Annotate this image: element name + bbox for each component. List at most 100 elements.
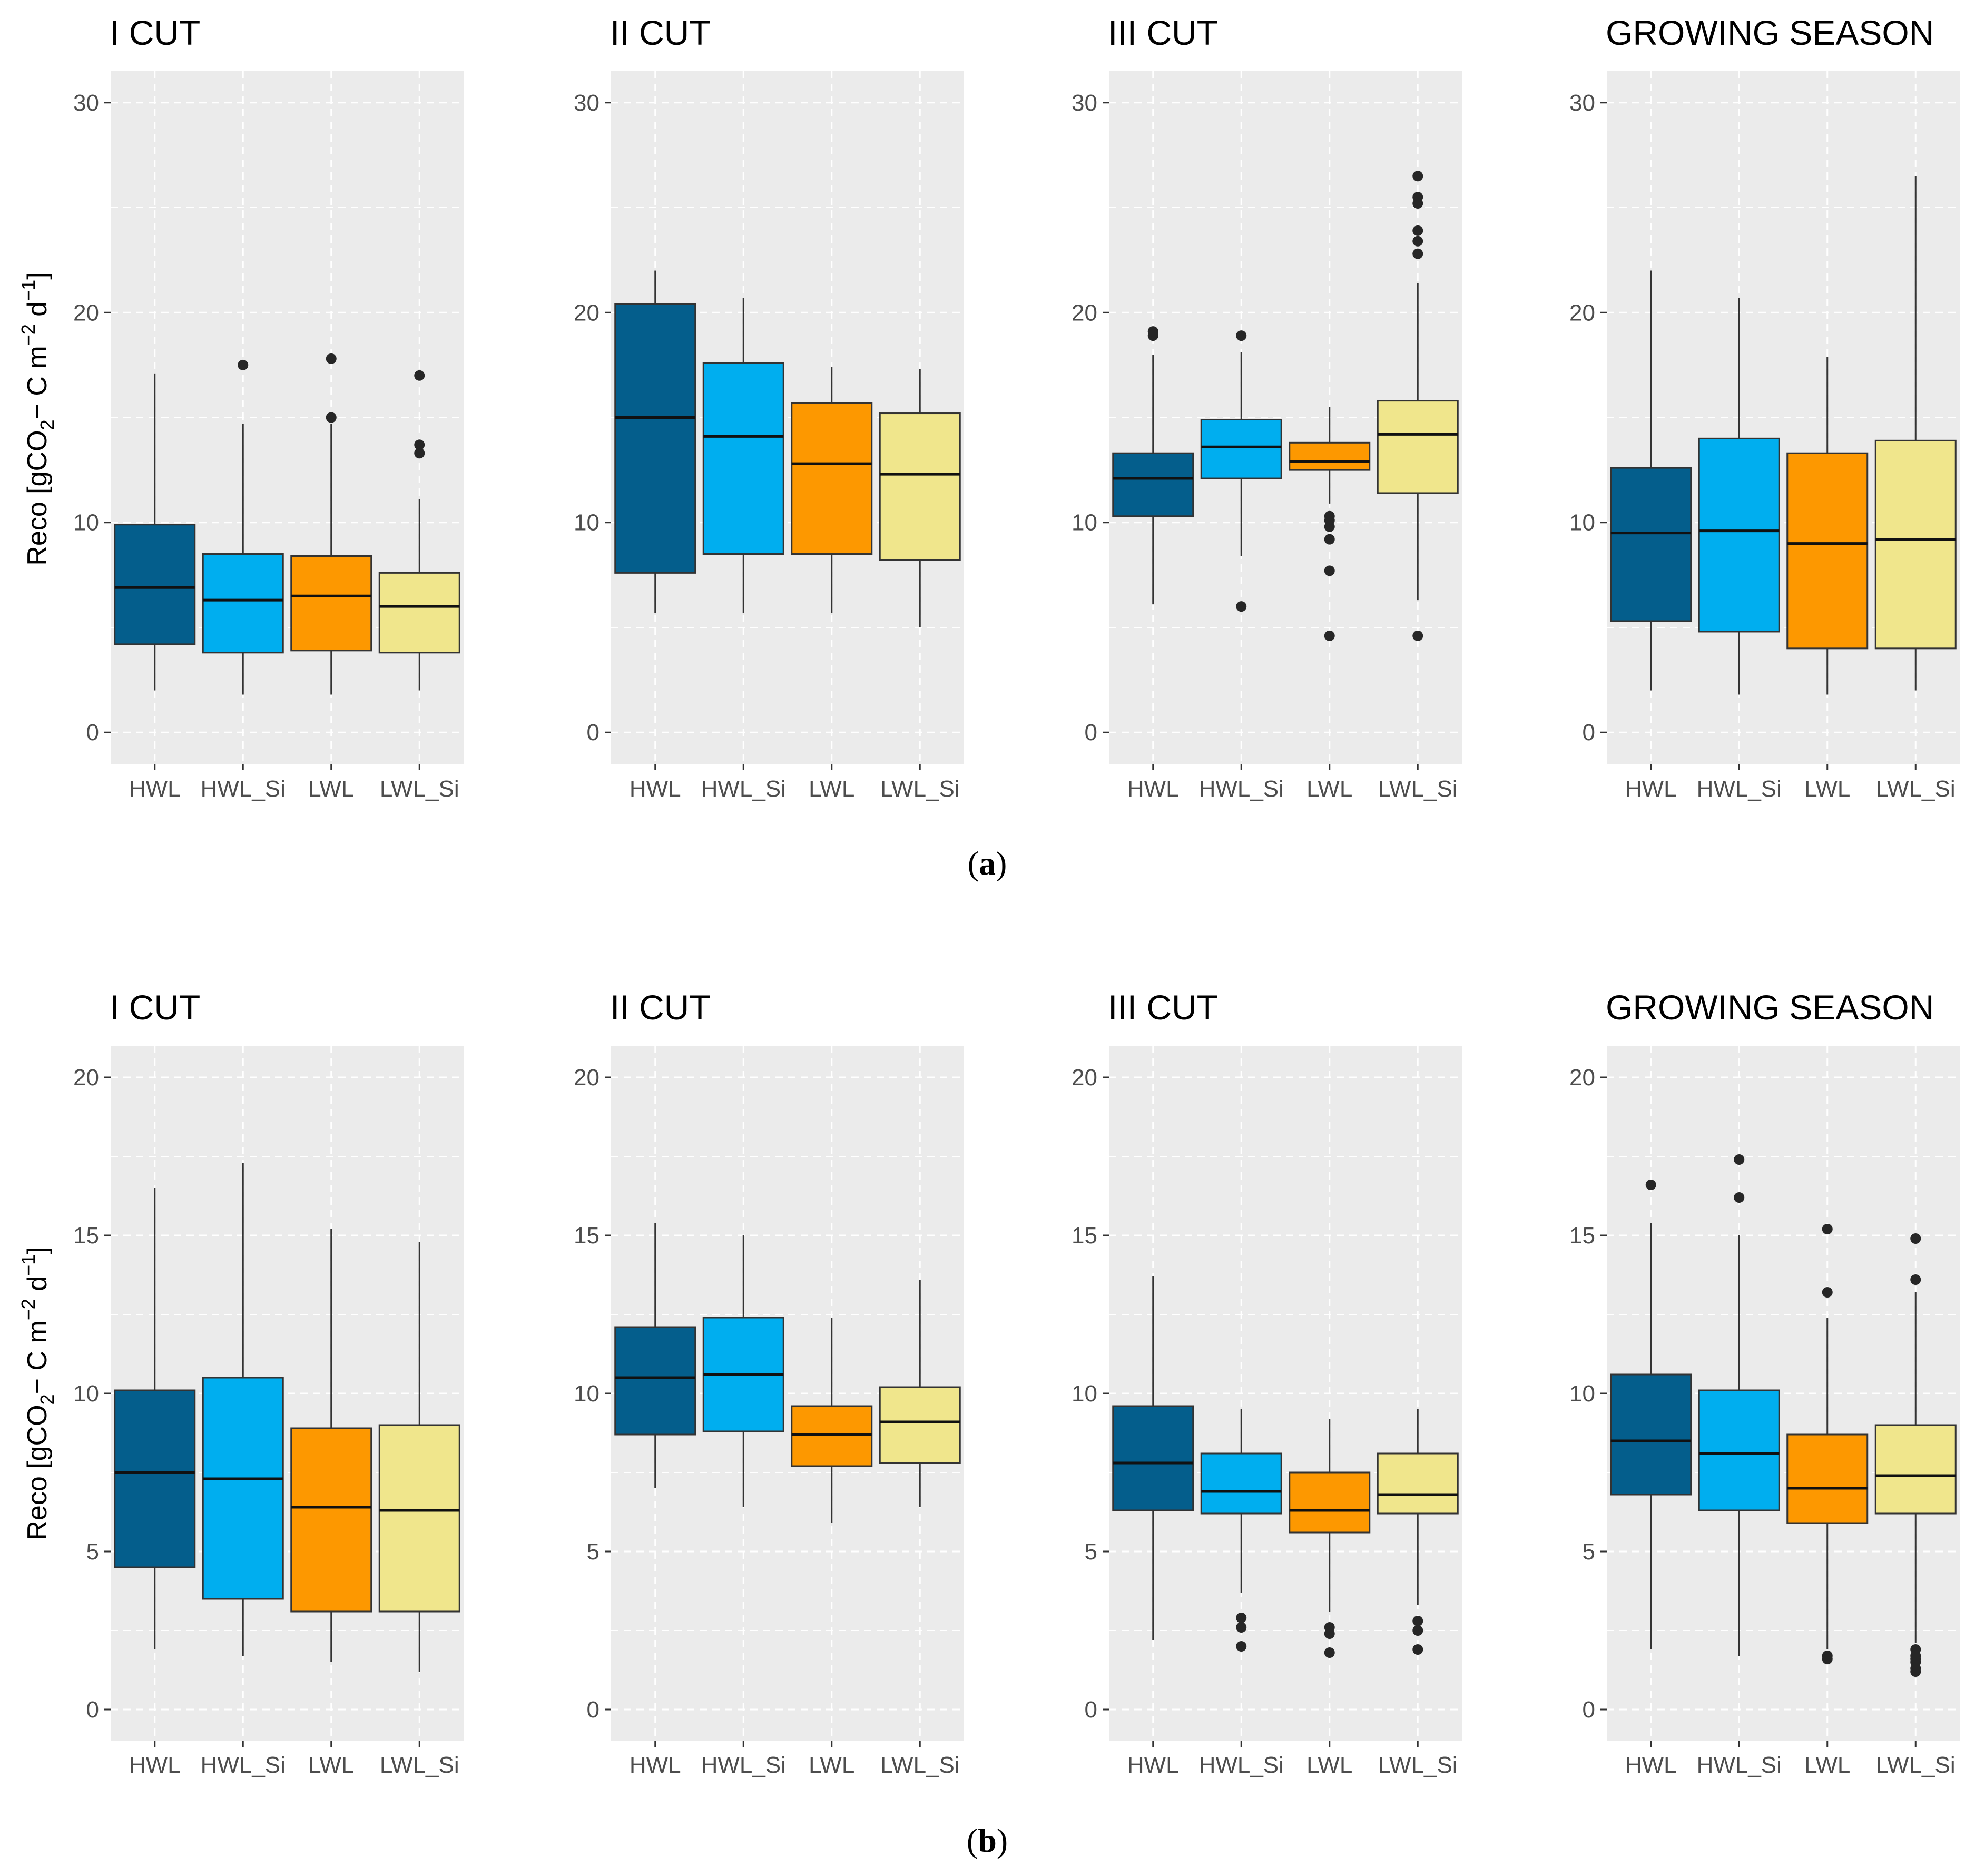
- panel-title: GROWING SEASON: [1606, 13, 1934, 52]
- outlier-point: [1324, 565, 1335, 576]
- outlier-point: [1645, 1180, 1656, 1190]
- y-tick-label: 30: [73, 90, 99, 116]
- boxplot-hwl-si: [1200, 1409, 1282, 1652]
- boxplot-lwl-si: [1377, 171, 1459, 641]
- boxplot-hwl-si: [1200, 330, 1282, 612]
- outlier-point: [1822, 1651, 1833, 1661]
- panel-title: I CUT: [110, 13, 200, 52]
- box-iqr: [1698, 437, 1780, 633]
- boxplot-lwl-si: [1874, 176, 1957, 691]
- box-iqr: [1874, 1424, 1957, 1515]
- y-axis-title-mid1: − C m: [22, 346, 53, 419]
- boxplot-hwl: [1112, 326, 1194, 605]
- box-iqr: [290, 555, 372, 652]
- panel-title: III CUT: [1108, 13, 1218, 52]
- box-iqr: [114, 1389, 196, 1568]
- boxplot-hwl: [614, 270, 696, 613]
- boxplot-lwl-si: [1377, 1409, 1459, 1655]
- y-axis-title-mid2: d: [22, 301, 53, 324]
- y-axis-title-sub: 2: [36, 419, 58, 430]
- panel-4: 0 10 20 30 HWL HWL_Si LWL LWL_Si GROWING SEASON: [1569, 13, 1960, 802]
- box-iqr: [1377, 1452, 1459, 1515]
- outlier-point: [1412, 225, 1423, 236]
- x-tick-label-lwl-si: LWL_Si: [380, 776, 459, 802]
- box-iqr: [202, 553, 284, 654]
- subfigure-label-letter: a: [979, 844, 996, 882]
- box-iqr: [378, 1424, 460, 1613]
- boxplot-hwl: [114, 373, 196, 691]
- y-tick-label: 5: [587, 1539, 600, 1565]
- outlier-point: [1324, 1622, 1335, 1633]
- x-tick-label-hwl-si: HWL_Si: [1199, 1752, 1284, 1778]
- outlier-point: [1734, 1154, 1745, 1165]
- x-tick-label-lwl: LWL: [1804, 1752, 1850, 1778]
- x-tick-label-hwl: HWL: [1127, 776, 1179, 802]
- y-tick-label: 15: [574, 1223, 600, 1249]
- y-axis-title-sup1: −2: [17, 1299, 39, 1320]
- subfigure-label-open: (: [968, 844, 979, 882]
- panel-title: II CUT: [610, 988, 711, 1027]
- y-tick-label: 20: [1072, 300, 1097, 326]
- y-tick-label: 0: [86, 1697, 99, 1723]
- panel-1: 0 10 20 30 HWL HWL_Si LWL LWL_Si I CUT: [73, 13, 464, 802]
- boxplot-lwl: [290, 353, 372, 695]
- y-axis-title-sup2: −1: [17, 1254, 39, 1276]
- y-tick-label: 20: [73, 300, 99, 326]
- box-iqr: [1289, 1471, 1371, 1534]
- x-tick-label-lwl: LWL: [1306, 1752, 1352, 1778]
- boxplot-lwl: [1786, 1224, 1869, 1664]
- y-tick-label: 5: [86, 1539, 99, 1565]
- box-iqr: [879, 412, 961, 561]
- box-iqr: [1610, 1373, 1692, 1496]
- x-tick-label-lwl-si: LWL_Si: [1378, 776, 1458, 802]
- subfigure-label: (b): [967, 1822, 1008, 1859]
- y-axis-title: Reco [gCO2− C m−2 d−1]: [17, 1246, 58, 1540]
- box-iqr: [1377, 400, 1459, 494]
- y-tick-label: 15: [1569, 1223, 1595, 1249]
- panel-title: GROWING SEASON: [1606, 988, 1934, 1027]
- y-tick-label: 20: [73, 1065, 99, 1091]
- x-tick-label-lwl: LWL: [1306, 776, 1352, 802]
- outlier-point: [238, 359, 249, 370]
- panel-3: 0 5 10 15 20 HWL HWL_Si LWL LWL_Si III CUT: [1072, 988, 1462, 1778]
- outlier-point: [1412, 248, 1423, 259]
- boxplot-hwl: [1610, 1180, 1692, 1649]
- panel-2: 0 10 20 30 HWL HWL_Si LWL LWL_Si II CUT: [574, 13, 964, 802]
- x-tick-label-hwl-si: HWL_Si: [701, 776, 786, 802]
- outlier-point: [1412, 235, 1423, 247]
- outlier-point: [1910, 1644, 1921, 1655]
- x-tick-label-lwl-si: LWL_Si: [1876, 1752, 1956, 1778]
- y-tick-label: 0: [1583, 1697, 1595, 1723]
- box-iqr: [879, 1386, 961, 1464]
- y-tick-label: 0: [1085, 1697, 1097, 1723]
- y-tick-label: 0: [587, 720, 600, 745]
- box-iqr: [1200, 1452, 1282, 1515]
- box-iqr: [1698, 1389, 1780, 1511]
- y-tick-label: 0: [1085, 720, 1097, 745]
- box-iqr: [378, 572, 460, 654]
- box-iqr: [614, 303, 696, 574]
- y-tick-label: 15: [73, 1223, 99, 1249]
- box-iqr: [1610, 467, 1692, 622]
- x-tick-label-lwl-si: LWL_Si: [1378, 1752, 1458, 1778]
- y-tick-label: 10: [574, 1381, 600, 1407]
- y-tick-label: 10: [1569, 510, 1595, 536]
- x-tick-label-hwl-si: HWL_Si: [201, 1752, 286, 1778]
- y-axis-title-sup1: −2: [17, 324, 39, 346]
- x-tick-label-lwl: LWL: [308, 776, 354, 802]
- subfigure-label-close: ): [996, 844, 1007, 882]
- boxplot-hwl: [1610, 270, 1692, 691]
- y-tick-label: 5: [1583, 1539, 1595, 1565]
- boxplot-hwl: [114, 1188, 196, 1649]
- outlier-point: [1412, 1644, 1423, 1655]
- y-tick-label: 20: [1569, 300, 1595, 326]
- x-tick-label-hwl-si: HWL_Si: [1199, 776, 1284, 802]
- boxplot-lwl-si: [1874, 1233, 1957, 1677]
- box-iqr: [114, 524, 196, 645]
- outlier-point: [1412, 171, 1423, 182]
- y-tick-label: 20: [1569, 1065, 1595, 1091]
- y-axis-title-sub: 2: [36, 1394, 58, 1404]
- y-tick-label: 10: [574, 510, 600, 536]
